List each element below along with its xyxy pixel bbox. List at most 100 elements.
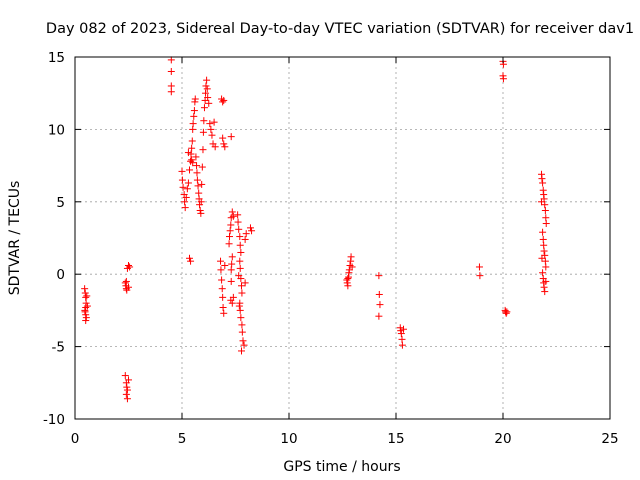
data-point (167, 67, 175, 75)
data-point (199, 128, 207, 136)
data-point (83, 292, 91, 300)
data-point (220, 96, 228, 104)
data-point (123, 383, 131, 391)
data-point (82, 304, 90, 312)
data-point (179, 183, 187, 191)
data-point (193, 169, 201, 177)
x-tick-label: 20 (494, 431, 511, 447)
y-axis-label: SDTVAR / TECUs (7, 181, 23, 296)
data-point (538, 254, 546, 262)
data-point (475, 263, 483, 271)
data-point (503, 308, 511, 316)
data-point (184, 179, 192, 187)
data-point (399, 325, 407, 333)
data-point (219, 134, 227, 142)
y-tick-label: 10 (48, 122, 65, 138)
data-point (192, 153, 200, 161)
data-point (188, 137, 196, 145)
data-point (542, 277, 550, 285)
data-point (203, 76, 211, 84)
data-point (542, 263, 550, 271)
data-point (210, 118, 218, 126)
data-point (199, 146, 207, 154)
data-point (227, 277, 235, 285)
data-point (125, 376, 132, 384)
data-point (126, 263, 134, 271)
data-point (236, 233, 244, 241)
data-point (188, 156, 196, 164)
data-point (198, 180, 206, 188)
data-point (217, 257, 225, 265)
data-point (208, 131, 216, 139)
y-tick-label: 15 (48, 50, 65, 66)
data-point (187, 257, 195, 265)
data-point (375, 272, 383, 280)
data-point (227, 221, 235, 229)
x-tick-label: 15 (387, 431, 404, 447)
x-tick-label: 10 (280, 431, 297, 447)
data-point (539, 228, 547, 236)
data-point (193, 176, 201, 184)
data-point (185, 254, 193, 262)
data-point (375, 290, 383, 298)
data-points (81, 56, 550, 403)
y-tick-label: -5 (52, 340, 65, 356)
plot-frame (74, 56, 611, 420)
data-point (235, 225, 243, 233)
data-point (375, 312, 383, 320)
x-axis-label: GPS time / hours (283, 459, 400, 475)
data-point (226, 227, 234, 235)
data-point (538, 198, 546, 206)
data-point (82, 317, 90, 325)
data-point (200, 117, 208, 125)
data-point (202, 89, 210, 97)
data-point (238, 321, 246, 329)
data-point (218, 285, 226, 293)
x-tick-label: 0 (71, 431, 80, 447)
data-point (235, 272, 243, 280)
data-point (196, 206, 204, 214)
axis-ticks: 0 5 10 15 20 25 -10 -5 0 5 10 15 (43, 50, 619, 447)
data-point (189, 159, 197, 167)
data-point (238, 289, 246, 297)
data-point (235, 302, 243, 310)
data-point (234, 211, 242, 219)
data-point (121, 279, 129, 287)
data-point (476, 272, 484, 280)
data-point (241, 235, 249, 243)
data-point (219, 98, 227, 106)
data-point (237, 282, 245, 290)
data-point (123, 386, 131, 394)
data-point (241, 279, 249, 287)
data-point (121, 372, 129, 380)
data-point (188, 144, 196, 152)
data-point (344, 275, 352, 283)
data-point (347, 253, 355, 261)
data-point (228, 253, 236, 261)
data-point (343, 279, 351, 287)
data-point (397, 330, 405, 338)
data-point (184, 149, 192, 157)
data-point (541, 288, 549, 296)
data-point (125, 283, 132, 291)
data-point (221, 143, 229, 151)
data-point (236, 241, 244, 249)
data-point (238, 328, 246, 336)
data-point (167, 56, 175, 64)
data-point (185, 166, 193, 174)
data-point (190, 112, 198, 120)
y-tick-label: 5 (56, 195, 65, 211)
data-point (540, 247, 548, 255)
x-tick-label: 25 (601, 431, 618, 447)
data-point (183, 185, 191, 193)
data-point (182, 193, 190, 201)
data-point (218, 276, 226, 284)
data-point (219, 304, 227, 312)
data-point (194, 182, 202, 190)
data-point (189, 120, 197, 128)
data-point (123, 395, 131, 403)
data-point (539, 179, 547, 187)
data-point (540, 283, 548, 291)
y-tick-label: -10 (43, 412, 65, 428)
